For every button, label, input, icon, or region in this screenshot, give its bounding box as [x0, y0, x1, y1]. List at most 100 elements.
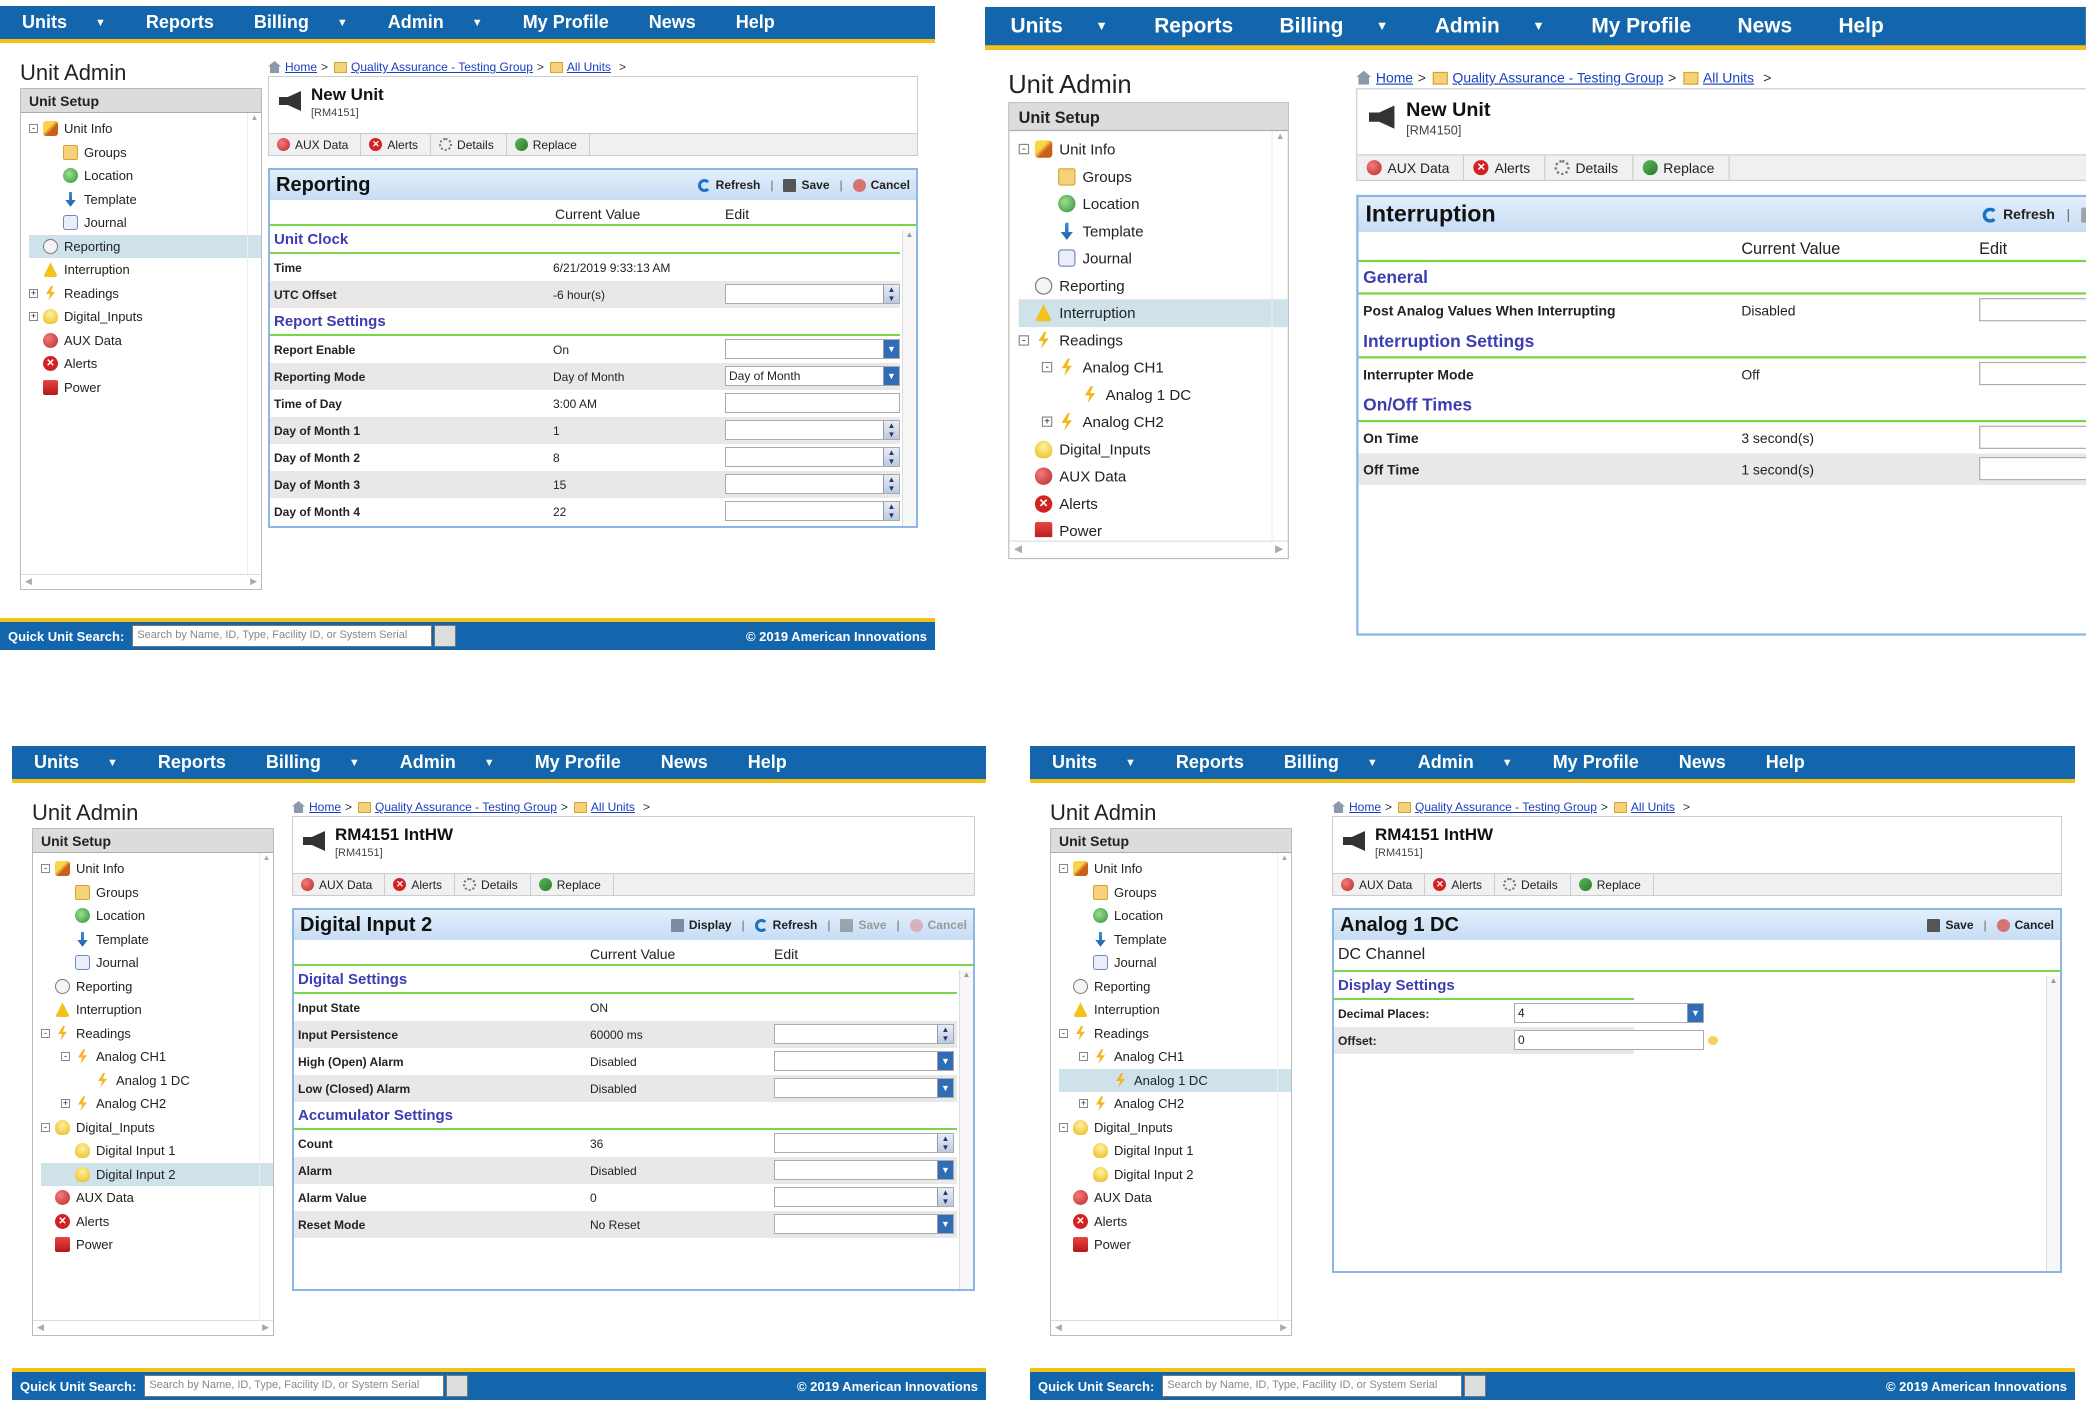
time-of-day-input[interactable] — [725, 393, 900, 413]
expand-icon[interactable]: + — [29, 311, 38, 322]
collapse-icon[interactable]: - — [1079, 1052, 1088, 1062]
nav-item-reports[interactable]: Reports — [146, 12, 214, 33]
tree-node-unit-info[interactable]: - Unit Info — [41, 857, 273, 881]
collapse-icon[interactable]: - — [1041, 362, 1053, 373]
tab-details[interactable]: Details — [1495, 874, 1571, 895]
tab-aux-data[interactable]: AUX Data — [1357, 155, 1465, 180]
breadcrumb-home-link[interactable]: Home — [1349, 800, 1382, 814]
cancel-button[interactable]: Cancel — [852, 178, 910, 192]
expand-icon[interactable]: + — [1079, 1098, 1088, 1109]
nav-item-reports[interactable]: Reports — [158, 752, 226, 773]
collapse-icon[interactable]: - — [41, 864, 50, 874]
tree-node-analog-1-dc[interactable]: Analog 1 DC — [1019, 381, 1288, 408]
nav-item-units[interactable]: Units ▼ — [1052, 752, 1136, 773]
breadcrumb-group-link[interactable]: Quality Assurance - Testing Group — [351, 60, 533, 74]
tab-alerts[interactable]: ✕ Alerts — [1464, 155, 1546, 180]
nav-item-my-profile[interactable]: My Profile — [1591, 14, 1691, 38]
save-button[interactable]: Save — [2081, 206, 2086, 223]
count-stepper[interactable]: ▲ ▼ — [774, 1133, 954, 1153]
search-icon[interactable] — [1464, 1375, 1487, 1397]
caret-down-icon[interactable]: ▼ — [1366, 756, 1378, 769]
breadcrumb-all-units-link[interactable]: All Units — [566, 60, 611, 74]
quick-search-input[interactable]: Search by Name, ID, Type, Facility ID, o… — [144, 1375, 445, 1397]
dropdown-arrow-icon[interactable]: ▼ — [1687, 1004, 1703, 1022]
dropdown-arrow-icon[interactable]: ▼ — [883, 340, 899, 358]
nav-item-news[interactable]: News — [661, 752, 708, 773]
nav-item-my-profile[interactable]: My Profile — [535, 752, 621, 773]
breadcrumb-home-link[interactable]: Home — [1375, 69, 1414, 86]
post-analog-values-when-interrupting-select[interactable]: ▼ — [1979, 298, 2086, 322]
report-enable-select[interactable]: ▼ — [725, 339, 900, 359]
tree-node-analog-ch1[interactable]: - Analog CH1 — [1019, 354, 1288, 381]
day-of-month-1-stepper[interactable]: ▲ ▼ — [725, 420, 900, 440]
spinner-arrows-icon[interactable]: ▲ ▼ — [883, 421, 899, 439]
nav-item-reports[interactable]: Reports — [1154, 14, 1233, 38]
search-icon[interactable] — [434, 625, 457, 647]
tree-node-readings[interactable]: - Readings — [41, 1022, 273, 1046]
nav-item-help[interactable]: Help — [1766, 752, 1805, 773]
cancel-button[interactable]: Cancel — [909, 918, 967, 932]
interrupter-mode-select[interactable]: ▼ — [1979, 361, 2086, 386]
tree-node-aux-data[interactable]: AUX Data — [1059, 1186, 1291, 1210]
utc-offset-stepper[interactable]: ▲ ▼ — [725, 284, 900, 304]
low-closed-alarm-select[interactable]: ▼ — [774, 1078, 954, 1098]
tree-node-reporting[interactable]: Reporting — [29, 234, 261, 258]
collapse-icon[interactable]: - — [41, 1122, 50, 1132]
sidebar-vertical-scrollbar[interactable]: ▲ — [247, 113, 261, 574]
caret-down-icon[interactable]: ▼ — [336, 16, 348, 29]
save-button[interactable]: Save — [783, 178, 830, 192]
tree-node-digital-inputs[interactable]: - Digital_Inputs — [41, 1116, 273, 1140]
tree-node-analog-ch1[interactable]: - Analog CH1 — [41, 1045, 273, 1069]
nav-item-news[interactable]: News — [649, 12, 696, 33]
nav-item-reports[interactable]: Reports — [1176, 752, 1244, 773]
tree-node-readings[interactable]: + Readings — [29, 282, 261, 306]
tree-node-alerts[interactable]: ✕ Alerts — [29, 352, 261, 376]
tab-details[interactable]: Details — [431, 134, 507, 155]
day-of-month-3-stepper[interactable]: ▲ ▼ — [725, 474, 900, 494]
input-persistence-stepper[interactable]: ▲ ▼ — [774, 1024, 954, 1044]
tree-node-reporting[interactable]: Reporting — [1059, 975, 1291, 999]
spinner-arrows-icon[interactable]: ▲ ▼ — [883, 285, 899, 303]
tree-node-power[interactable]: Power — [41, 1233, 273, 1257]
tree-node-digital-inputs[interactable]: + Digital_Inputs — [29, 305, 261, 329]
dropdown-arrow-icon[interactable]: ▼ — [883, 367, 899, 385]
tree-node-analog-ch2[interactable]: + Analog CH2 — [41, 1092, 273, 1116]
card-vertical-scrollbar[interactable]: ▲ — [959, 970, 973, 1289]
spinner-arrows-icon[interactable]: ▲ ▼ — [883, 502, 899, 520]
collapse-icon[interactable]: - — [1059, 1028, 1068, 1038]
tab-replace[interactable]: Replace — [507, 134, 590, 155]
save-button[interactable]: Save — [840, 918, 887, 932]
caret-down-icon[interactable]: ▼ — [1095, 19, 1108, 34]
tree-node-alerts[interactable]: ✕ Alerts — [41, 1210, 273, 1234]
breadcrumb-all-units-link[interactable]: All Units — [1702, 69, 1755, 86]
nav-item-units[interactable]: Units ▼ — [22, 12, 106, 33]
collapse-icon[interactable]: - — [29, 124, 38, 134]
tree-node-digital-inputs[interactable]: Digital_Inputs — [1019, 436, 1288, 463]
spinner-arrows-icon[interactable]: ▲ ▼ — [937, 1025, 953, 1043]
tree-node-journal[interactable]: Journal — [29, 211, 261, 235]
tab-alerts[interactable]: ✕ Alerts — [385, 874, 456, 895]
expand-icon[interactable]: + — [61, 1098, 70, 1109]
breadcrumb-all-units-link[interactable]: All Units — [590, 800, 635, 814]
tab-alerts[interactable]: ✕ Alerts — [361, 134, 432, 155]
tree-node-aux-data[interactable]: AUX Data — [41, 1186, 273, 1210]
day-of-month-4-stepper[interactable]: ▲ ▼ — [725, 501, 900, 521]
tree-node-readings[interactable]: - Readings — [1059, 1022, 1291, 1046]
tree-node-analog-ch1[interactable]: - Analog CH1 — [1059, 1045, 1291, 1069]
tree-node-interruption[interactable]: Interruption — [1059, 998, 1291, 1022]
collapse-icon[interactable]: - — [1059, 1122, 1068, 1132]
tree-node-location[interactable]: Location — [1019, 190, 1288, 217]
sidebar-horizontal-scrollbar[interactable]: ◀ ▶ — [21, 574, 261, 589]
tree-node-template[interactable]: Template — [41, 928, 273, 952]
tree-node-reporting[interactable]: Reporting — [1019, 272, 1288, 299]
tree-node-template[interactable]: Template — [29, 188, 261, 212]
tree-node-analog-ch2[interactable]: + Analog CH2 — [1019, 408, 1288, 435]
sidebar-horizontal-scrollbar[interactable]: ◀ ▶ — [1009, 540, 1288, 557]
tree-node-groups[interactable]: Groups — [1059, 881, 1291, 905]
breadcrumb-group-link[interactable]: Quality Assurance - Testing Group — [1452, 69, 1664, 86]
tree-node-analog-ch2[interactable]: + Analog CH2 — [1059, 1092, 1291, 1116]
tree-node-digital-inputs[interactable]: - Digital_Inputs — [1059, 1116, 1291, 1140]
tree-node-interruption[interactable]: Interruption — [1018, 299, 1288, 327]
collapse-icon[interactable]: - — [1018, 334, 1030, 346]
dropdown-arrow-icon[interactable]: ▼ — [937, 1215, 953, 1233]
